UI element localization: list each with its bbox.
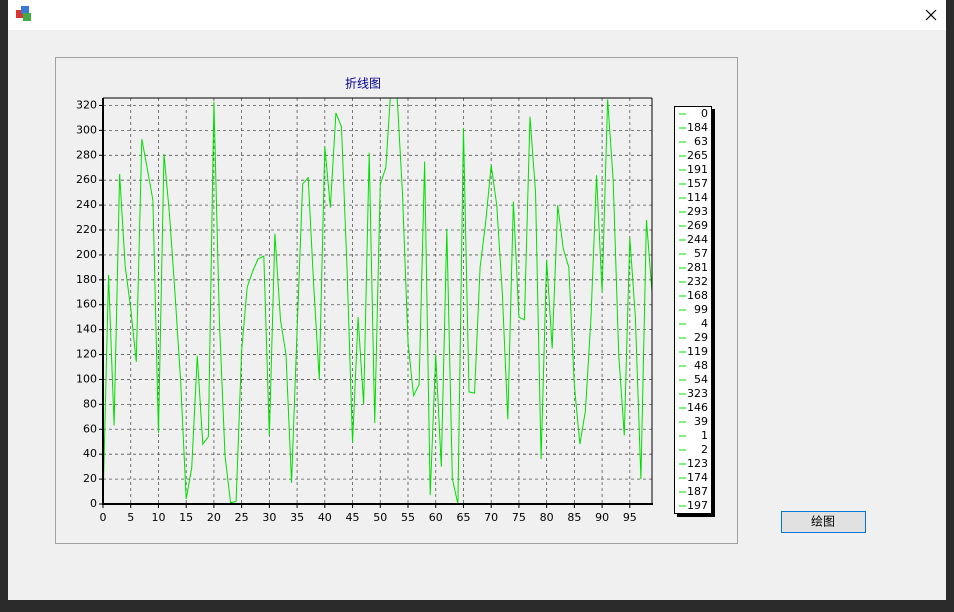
legend-label: 114 bbox=[687, 191, 708, 204]
legend-label: 0 bbox=[701, 107, 708, 120]
x-tick-label: 35 bbox=[290, 511, 304, 524]
y-tick-label: 20 bbox=[83, 472, 97, 485]
legend-label: 174 bbox=[687, 471, 708, 484]
legend-label: 281 bbox=[687, 261, 708, 274]
legend-label: 99 bbox=[694, 303, 708, 316]
x-tick-label: 15 bbox=[179, 511, 193, 524]
x-tick-label: 0 bbox=[100, 511, 107, 524]
legend-label: 123 bbox=[687, 457, 708, 470]
x-tick-label: 75 bbox=[512, 511, 526, 524]
legend-label: 168 bbox=[687, 289, 708, 302]
y-tick-label: 280 bbox=[76, 148, 97, 161]
legend-label: 197 bbox=[687, 499, 708, 512]
x-tick-label: 30 bbox=[262, 511, 276, 524]
y-tick-label: 80 bbox=[83, 397, 97, 410]
app-icon-part bbox=[21, 6, 29, 14]
legend-label: 187 bbox=[687, 485, 708, 498]
x-tick-label: 70 bbox=[484, 511, 498, 524]
legend-label: 191 bbox=[687, 163, 708, 176]
x-tick-label: 25 bbox=[235, 511, 249, 524]
x-tick-label: 20 bbox=[207, 511, 221, 524]
x-tick-label: 90 bbox=[595, 511, 609, 524]
y-tick-label: 160 bbox=[76, 298, 97, 311]
chart-title: 折线图 bbox=[345, 76, 381, 91]
x-tick-label: 60 bbox=[429, 511, 443, 524]
y-tick-label: 100 bbox=[76, 372, 97, 385]
x-tick-label: 10 bbox=[151, 511, 165, 524]
y-tick-label: 200 bbox=[76, 248, 97, 261]
x-tick-label: 40 bbox=[318, 511, 332, 524]
y-tick-label: 60 bbox=[83, 422, 97, 435]
legend-label: 29 bbox=[694, 331, 708, 344]
y-tick-label: 220 bbox=[76, 223, 97, 236]
y-tick-label: 300 bbox=[76, 123, 97, 136]
legend-label: 146 bbox=[687, 401, 708, 414]
y-tick-label: 140 bbox=[76, 323, 97, 336]
legend-label: 39 bbox=[694, 415, 708, 428]
app-icon bbox=[16, 10, 24, 18]
legend-label: 184 bbox=[687, 121, 708, 134]
x-tick-label: 65 bbox=[456, 511, 470, 524]
legend-label: 157 bbox=[687, 177, 708, 190]
x-tick-label: 45 bbox=[346, 511, 360, 524]
x-tick-label: 80 bbox=[540, 511, 554, 524]
x-tick-label: 55 bbox=[401, 511, 415, 524]
x-tick-label: 50 bbox=[373, 511, 387, 524]
y-tick-label: 120 bbox=[76, 348, 97, 361]
app-icon-part bbox=[23, 13, 31, 21]
x-tick-label: 95 bbox=[623, 511, 637, 524]
legend-label: 265 bbox=[687, 149, 708, 162]
legend-label: 119 bbox=[687, 345, 708, 358]
close-button[interactable] bbox=[925, 9, 937, 21]
y-tick-label: 240 bbox=[76, 198, 97, 211]
draw-button-label[interactable]: 绘图 bbox=[811, 514, 835, 529]
legend-label: 269 bbox=[687, 219, 708, 232]
y-tick-label: 0 bbox=[90, 497, 97, 510]
y-tick-label: 320 bbox=[76, 98, 97, 111]
legend-label: 63 bbox=[694, 135, 708, 148]
y-tick-label: 180 bbox=[76, 273, 97, 286]
legend-label: 4 bbox=[701, 317, 708, 330]
y-tick-label: 260 bbox=[76, 173, 97, 186]
legend-label: 2 bbox=[701, 443, 708, 456]
title-bar bbox=[8, 0, 946, 30]
legend-label: 1 bbox=[701, 429, 708, 442]
legend-label: 323 bbox=[687, 387, 708, 400]
legend-label: 244 bbox=[687, 233, 708, 246]
x-tick-label: 85 bbox=[567, 511, 581, 524]
y-tick-label: 40 bbox=[83, 447, 97, 460]
legend-label: 54 bbox=[694, 373, 708, 386]
x-tick-label: 5 bbox=[127, 511, 134, 524]
draw-button[interactable] bbox=[781, 511, 866, 533]
legend-label: 57 bbox=[694, 247, 708, 260]
legend-label: 293 bbox=[687, 205, 708, 218]
data-line bbox=[103, 98, 652, 504]
legend-label: 48 bbox=[694, 359, 708, 372]
legend-label: 232 bbox=[687, 275, 708, 288]
